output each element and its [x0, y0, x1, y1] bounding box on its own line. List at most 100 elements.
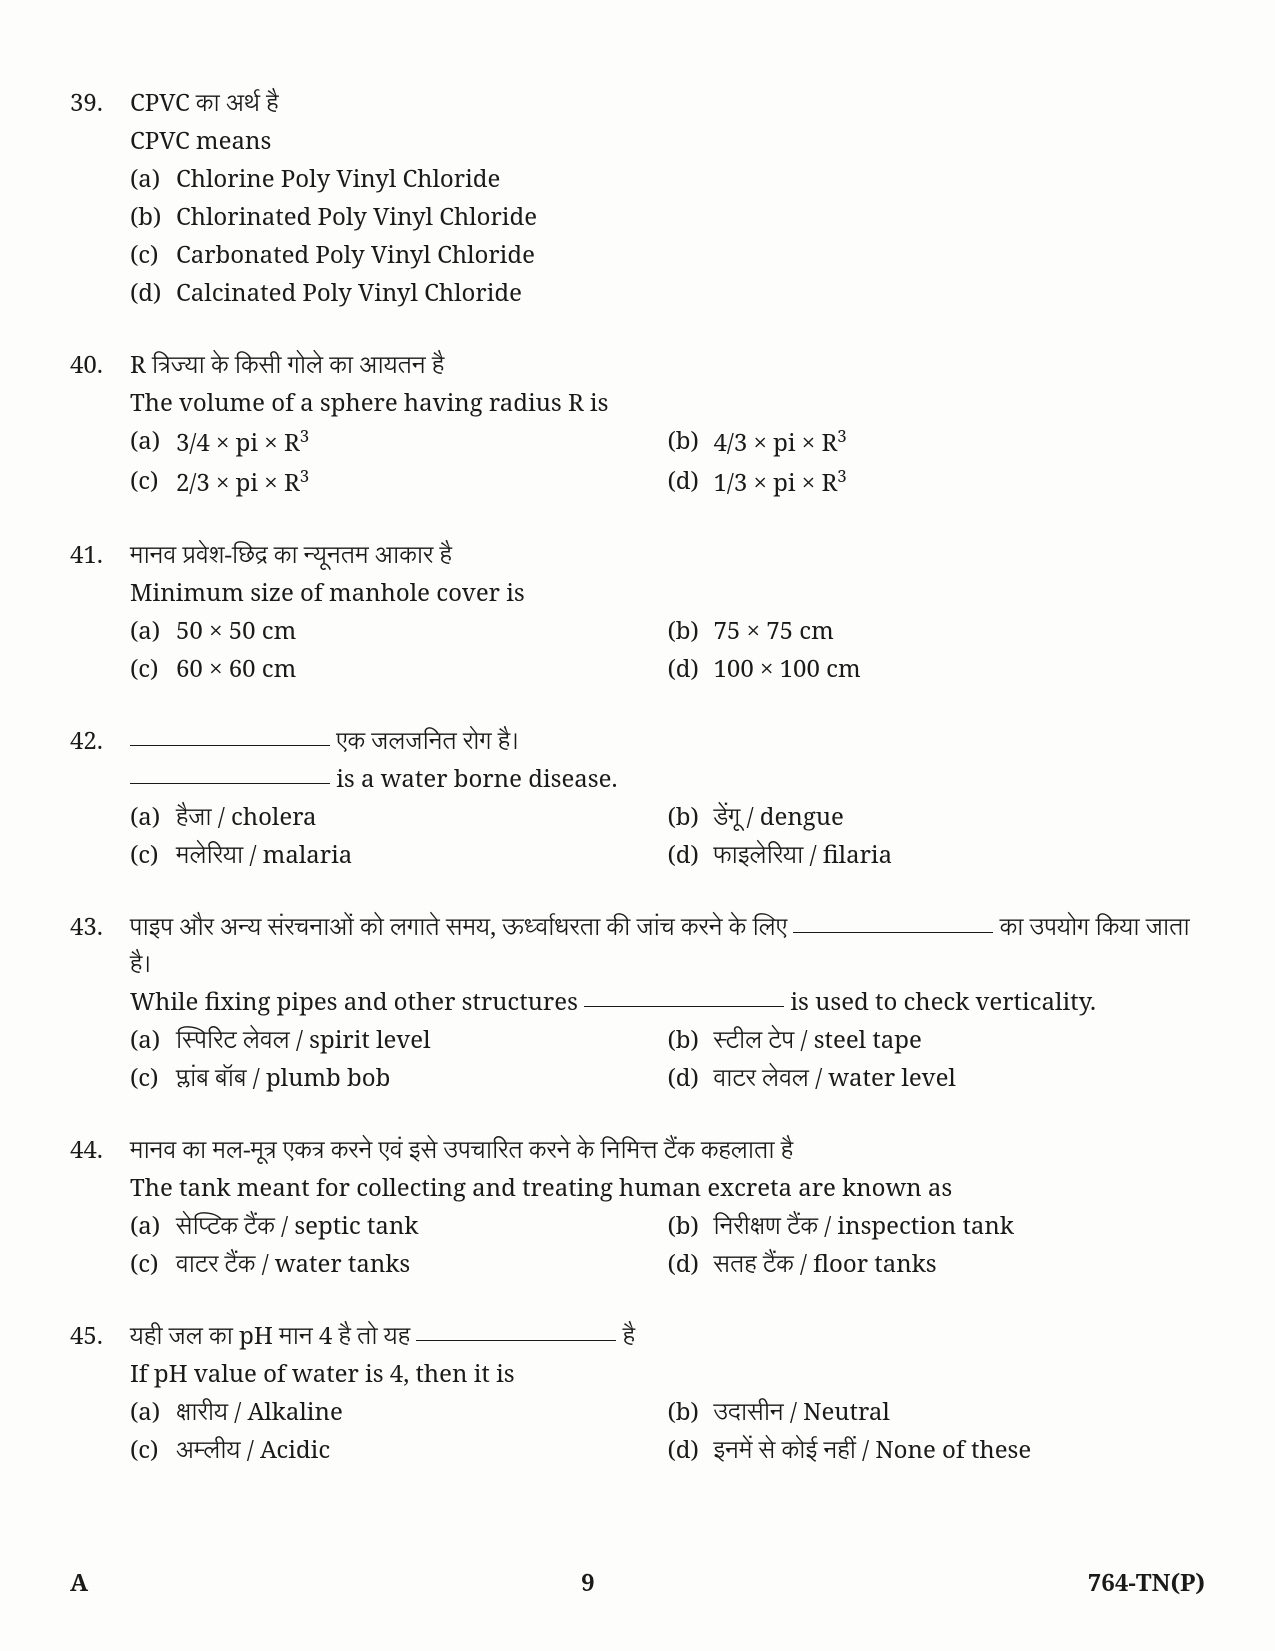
- option: (b)स्टील टेप / steel tape: [668, 1022, 1206, 1058]
- option: (a)सेप्टिक टैंक / septic tank: [130, 1208, 668, 1244]
- option-text: फाइलेरिया / filaria: [714, 837, 1206, 873]
- option-label: (a): [130, 613, 176, 649]
- option-label: (d): [668, 1246, 714, 1282]
- option-label: (a): [130, 1022, 176, 1058]
- footer-page-number: 9: [581, 1565, 595, 1601]
- option: (b)उदासीन / Neutral: [668, 1394, 1206, 1430]
- option-row: (c)वाटर टैंक / water tanks(d)सतह टैंक / …: [130, 1246, 1205, 1282]
- option: (d)सतह टैंक / floor tanks: [668, 1246, 1206, 1282]
- option: (c)वाटर टैंक / water tanks: [130, 1246, 668, 1282]
- option-label: (c): [130, 1060, 176, 1096]
- option-label: (d): [130, 275, 176, 311]
- option: (b)75 × 75 cm: [668, 613, 1206, 649]
- option: (b)डेंगू / dengue: [668, 799, 1206, 835]
- question: 41.मानव प्रवेश-छिद्र का न्यूनतम आकार हैM…: [70, 537, 1205, 689]
- option-label: (b): [668, 423, 714, 461]
- question-text-hindi: मानव का मल-मूत्र एकत्र करने एवं इसे उपचा…: [130, 1132, 1205, 1168]
- footer-paper-code: 764-TN(P): [1088, 1565, 1205, 1601]
- option-label: (c): [130, 1432, 176, 1468]
- option-text: 50 × 50 cm: [176, 613, 668, 649]
- option: (c)Carbonated Poly Vinyl Chloride: [130, 237, 1205, 273]
- option-text: Chlorine Poly Vinyl Chloride: [176, 161, 1205, 197]
- question-body: यही जल का pH मान 4 है तो यह हैIf pH valu…: [130, 1318, 1205, 1470]
- option: (b)Chlorinated Poly Vinyl Chloride: [130, 199, 1205, 235]
- option-text: 3/4 × pi × R3: [176, 423, 668, 461]
- option-label: (c): [130, 837, 176, 873]
- option-text: उदासीन / Neutral: [714, 1394, 1206, 1430]
- question-number: 43.: [70, 909, 130, 1097]
- option-label: (a): [130, 161, 176, 197]
- option-label: (d): [668, 651, 714, 687]
- option-row: (a)3/4 × pi × R3(b)4/3 × pi × R3: [130, 423, 1205, 461]
- option-text: सेप्टिक टैंक / septic tank: [176, 1208, 668, 1244]
- option-text: वाटर टैंक / water tanks: [176, 1246, 668, 1282]
- question-text-english: The volume of a sphere having radius R i…: [130, 385, 1205, 421]
- footer-section-code: A: [70, 1565, 88, 1601]
- option: (d)वाटर लेवल / water level: [668, 1060, 1206, 1096]
- option: (a)क्षारीय / Alkaline: [130, 1394, 668, 1430]
- option: (a)Chlorine Poly Vinyl Chloride: [130, 161, 1205, 197]
- option: (c)मलेरिया / malaria: [130, 837, 668, 873]
- option-label: (a): [130, 1394, 176, 1430]
- option-label: (b): [668, 1394, 714, 1430]
- option-text: 2/3 × pi × R3: [176, 463, 668, 501]
- option: (c)अम्लीय / Acidic: [130, 1432, 668, 1468]
- question-body: R त्रिज्या के किसी गोले का आयतन हैThe vo…: [130, 347, 1205, 503]
- option: (d)1/3 × pi × R3: [668, 463, 1206, 501]
- question-number: 42.: [70, 723, 130, 875]
- question-number: 44.: [70, 1132, 130, 1284]
- exam-page: 39.CPVC का अर्थ हैCPVC means(a)Chlorine …: [0, 0, 1275, 1651]
- option-row: (b)Chlorinated Poly Vinyl Chloride: [130, 199, 1205, 235]
- option-label: (c): [130, 237, 176, 273]
- question-body: एक जलजनित रोग है। is a water borne disea…: [130, 723, 1205, 875]
- option-row: (c)अम्लीय / Acidic(d)इनमें से कोई नहीं /…: [130, 1432, 1205, 1468]
- option-text: Chlorinated Poly Vinyl Chloride: [176, 199, 1205, 235]
- option-row: (c)60 × 60 cm(d)100 × 100 cm: [130, 651, 1205, 687]
- option-text: 100 × 100 cm: [714, 651, 1206, 687]
- question-body: पाइप और अन्य संरचनाओं को लगाते समय, ऊर्ध…: [130, 909, 1205, 1097]
- option: (a)हैजा / cholera: [130, 799, 668, 835]
- question-body: मानव का मल-मूत्र एकत्र करने एवं इसे उपचा…: [130, 1132, 1205, 1284]
- option: (d)फाइलेरिया / filaria: [668, 837, 1206, 873]
- option: (c)60 × 60 cm: [130, 651, 668, 687]
- option-label: (d): [668, 463, 714, 501]
- option-label: (d): [668, 837, 714, 873]
- question: 44.मानव का मल-मूत्र एकत्र करने एवं इसे उ…: [70, 1132, 1205, 1284]
- option-text: मलेरिया / malaria: [176, 837, 668, 873]
- option-text: हैजा / cholera: [176, 799, 668, 835]
- option-label: (a): [130, 1208, 176, 1244]
- option-text: स्टील टेप / steel tape: [714, 1022, 1206, 1058]
- question-text-hindi: यही जल का pH मान 4 है तो यह है: [130, 1318, 1205, 1354]
- question-number: 40.: [70, 347, 130, 503]
- option: (c)2/3 × pi × R3: [130, 463, 668, 501]
- option-label: (b): [668, 613, 714, 649]
- questions-container: 39.CPVC का अर्थ हैCPVC means(a)Chlorine …: [70, 85, 1205, 1470]
- option: (d)इनमें से कोई नहीं / None of these: [668, 1432, 1206, 1468]
- option-label: (b): [668, 1022, 714, 1058]
- question-text-english: If pH value of water is 4, then it is: [130, 1356, 1205, 1392]
- option-label: (c): [130, 1246, 176, 1282]
- option-label: (b): [130, 199, 176, 235]
- option-text: अम्लीय / Acidic: [176, 1432, 668, 1468]
- option-row: (a)हैजा / cholera(b)डेंगू / dengue: [130, 799, 1205, 835]
- option-row: (d)Calcinated Poly Vinyl Chloride: [130, 275, 1205, 311]
- option-text: प्लांब बॉब / plumb bob: [176, 1060, 668, 1096]
- question: 40.R त्रिज्या के किसी गोले का आयतन हैThe…: [70, 347, 1205, 503]
- option-label: (c): [130, 463, 176, 501]
- option: (a)50 × 50 cm: [130, 613, 668, 649]
- option-text: क्षारीय / Alkaline: [176, 1394, 668, 1430]
- option-label: (a): [130, 799, 176, 835]
- question-text-hindi: R त्रिज्या के किसी गोले का आयतन है: [130, 347, 1205, 383]
- question: 45.यही जल का pH मान 4 है तो यह हैIf pH v…: [70, 1318, 1205, 1470]
- option-text: डेंगू / dengue: [714, 799, 1206, 835]
- option-label: (d): [668, 1060, 714, 1096]
- question-text-hindi: CPVC का अर्थ है: [130, 85, 1205, 121]
- option-row: (c)मलेरिया / malaria(d)फाइलेरिया / filar…: [130, 837, 1205, 873]
- question: 43.पाइप और अन्य संरचनाओं को लगाते समय, ऊ…: [70, 909, 1205, 1097]
- option-row: (a)सेप्टिक टैंक / septic tank(b)निरीक्षण…: [130, 1208, 1205, 1244]
- question-text-english: is a water borne disease.: [130, 761, 1205, 797]
- question: 39.CPVC का अर्थ हैCPVC means(a)Chlorine …: [70, 85, 1205, 313]
- question-text-english: While fixing pipes and other structures …: [130, 984, 1205, 1020]
- option-text: वाटर लेवल / water level: [714, 1060, 1206, 1096]
- option: (b)4/3 × pi × R3: [668, 423, 1206, 461]
